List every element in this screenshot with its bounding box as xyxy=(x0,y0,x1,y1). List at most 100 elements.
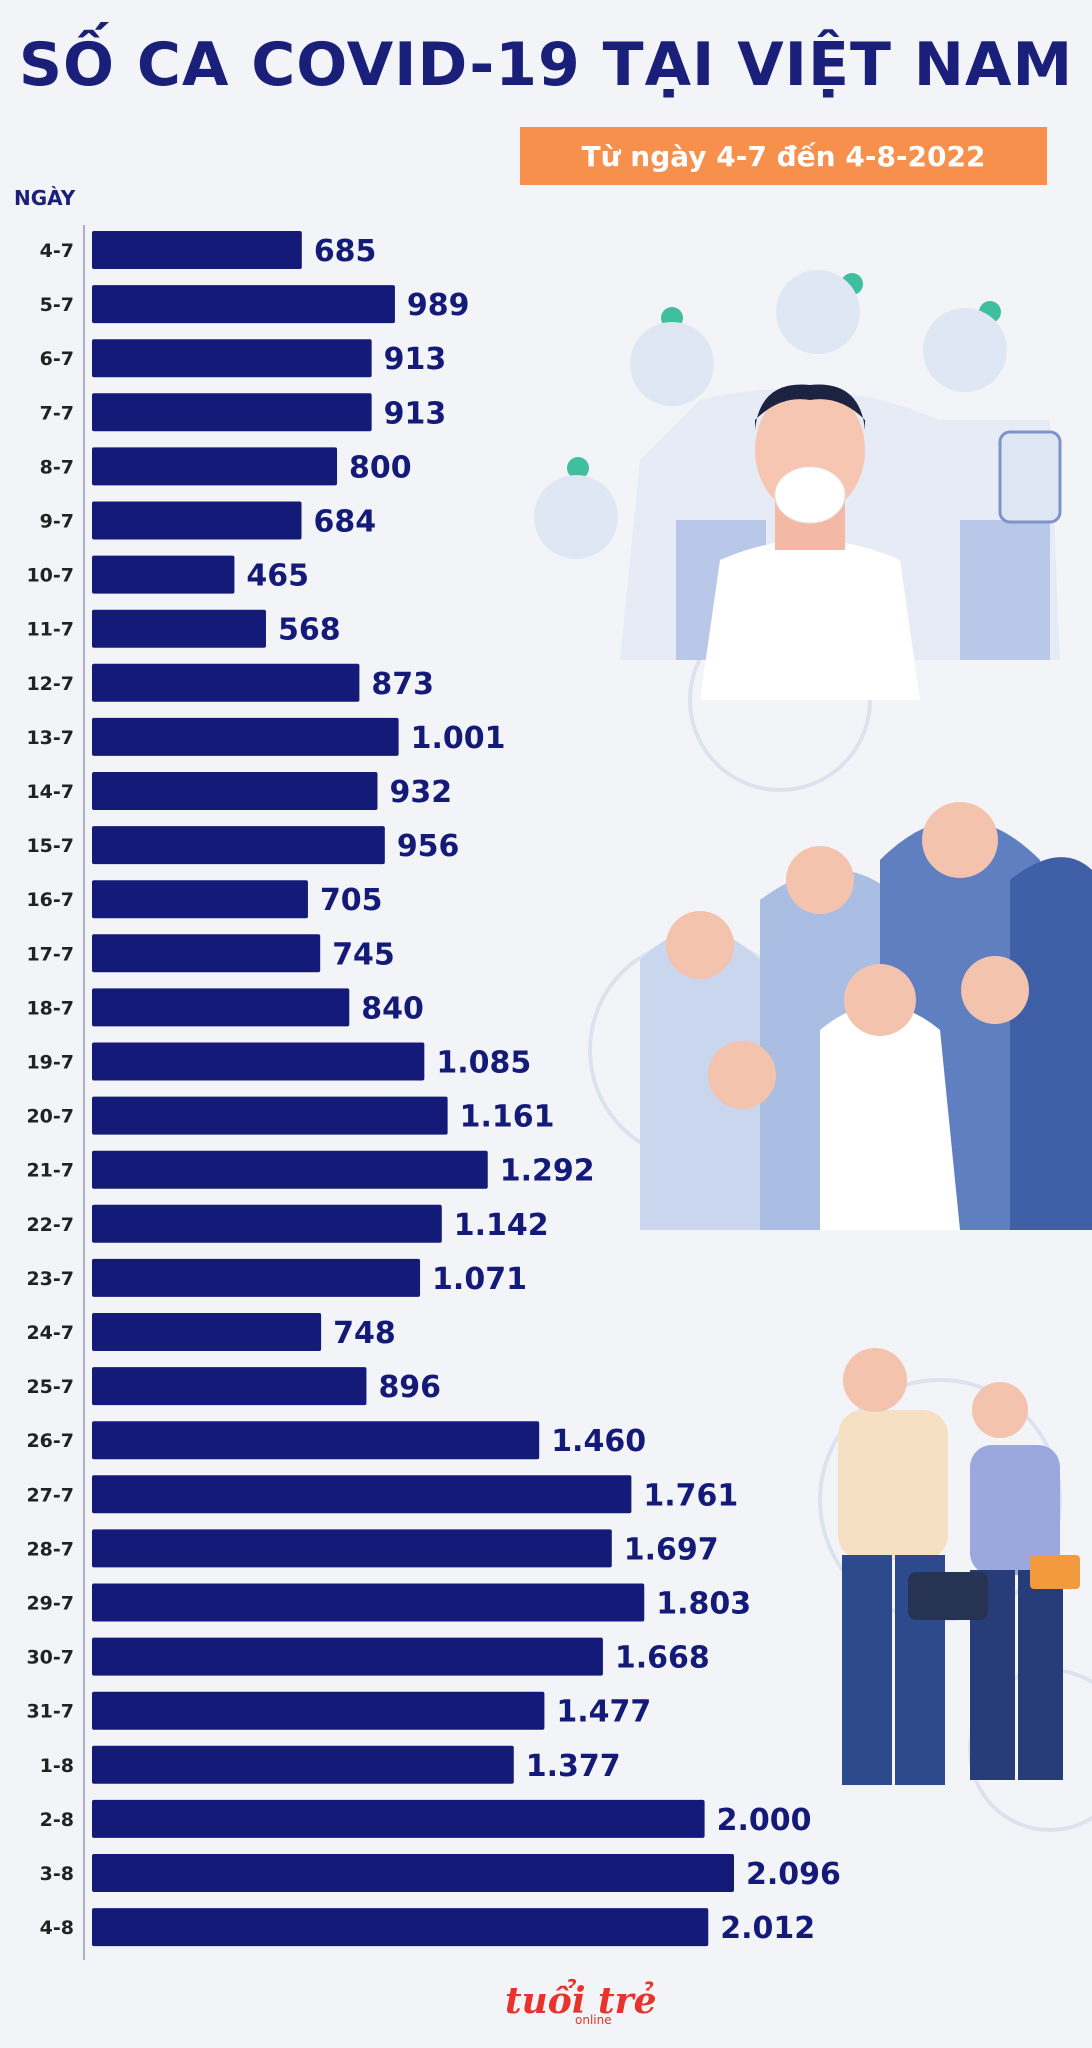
bar xyxy=(92,1637,603,1676)
bar xyxy=(92,772,378,810)
bar xyxy=(92,1258,421,1297)
category-label: 7-7 xyxy=(40,402,74,424)
category-label: 15-7 xyxy=(26,835,74,857)
category-label: 26-7 xyxy=(26,1430,74,1452)
bar xyxy=(92,555,235,594)
bar xyxy=(92,501,302,540)
category-label: 9-7 xyxy=(40,511,74,533)
bar xyxy=(92,717,399,756)
value-label: 800 xyxy=(349,450,412,485)
category-label: 22-7 xyxy=(26,1214,74,1236)
bar xyxy=(92,1583,645,1622)
value-label: 745 xyxy=(332,937,395,972)
value-label: 932 xyxy=(389,775,452,810)
value-label: 913 xyxy=(384,342,447,377)
avatar-icons xyxy=(534,270,1062,559)
value-label: 568 xyxy=(278,613,341,648)
value-label: 989 xyxy=(407,288,470,323)
category-label: 4-8 xyxy=(40,1917,74,1939)
bar xyxy=(92,880,308,919)
chart-title: SỐ CA COVID-19 TẠI VIỆT NAM xyxy=(18,30,1074,100)
category-label: 20-7 xyxy=(26,1106,74,1128)
bar xyxy=(92,1204,442,1243)
bar xyxy=(92,1529,612,1568)
crowd-illustration xyxy=(640,802,1092,1230)
category-label: 30-7 xyxy=(26,1647,74,1669)
value-label: 1.001 xyxy=(411,721,506,756)
category-label: 5-7 xyxy=(40,294,74,316)
value-label: 685 xyxy=(314,234,377,269)
category-label: 18-7 xyxy=(26,997,74,1019)
category-label: 25-7 xyxy=(26,1376,74,1398)
value-label: 873 xyxy=(371,667,434,702)
value-label: 2.096 xyxy=(746,1857,841,1892)
value-label: 1.477 xyxy=(556,1695,651,1730)
value-label: 1.085 xyxy=(436,1046,531,1081)
value-label: 913 xyxy=(384,396,447,431)
value-label: 1.803 xyxy=(656,1587,751,1622)
value-label: 1.761 xyxy=(643,1478,738,1513)
category-label: 29-7 xyxy=(26,1593,74,1615)
bar xyxy=(92,1475,632,1514)
date-range-label: Từ ngày 4-7 đến 4-8-2022 xyxy=(581,139,986,173)
category-label: 4-7 xyxy=(40,240,74,262)
value-label: 1.460 xyxy=(551,1424,646,1459)
bar xyxy=(92,988,350,1027)
tuoitre-logo: tuổi trẻ xyxy=(505,1980,657,2022)
bar xyxy=(92,1799,705,1838)
value-label: 705 xyxy=(320,883,383,918)
bar xyxy=(92,339,372,378)
bar xyxy=(92,1042,425,1081)
category-label: 12-7 xyxy=(26,673,74,695)
category-label: 1-8 xyxy=(40,1755,74,1777)
value-label: 1.142 xyxy=(454,1208,549,1243)
tuoitre-logo-sub: online xyxy=(575,2013,612,2027)
bar xyxy=(92,1150,488,1189)
value-label: 1.292 xyxy=(500,1154,595,1189)
category-label: 21-7 xyxy=(26,1160,74,1182)
value-label: 748 xyxy=(333,1316,396,1351)
bars: 4-7 685 5-7 989 6-7 913 7-7 913 8-7 800 9-7 684 10-7… xyxy=(26,231,841,1947)
bar xyxy=(92,1908,709,1947)
bar xyxy=(92,663,360,702)
bar xyxy=(92,1313,322,1351)
category-label: 6-7 xyxy=(40,348,74,370)
bar xyxy=(92,393,372,432)
value-label: 840 xyxy=(361,991,424,1026)
value-label: 684 xyxy=(314,505,377,540)
value-label: 2.012 xyxy=(720,1911,815,1946)
bar xyxy=(92,447,338,486)
value-label: 1.071 xyxy=(432,1262,527,1297)
category-label: 2-8 xyxy=(40,1809,74,1831)
bar xyxy=(92,1421,540,1460)
category-label: 14-7 xyxy=(26,781,74,803)
category-label: 17-7 xyxy=(26,943,74,965)
category-label: 28-7 xyxy=(26,1538,74,1560)
y-axis-label: NGÀY xyxy=(14,186,76,210)
value-label: 956 xyxy=(397,829,460,864)
category-label: 24-7 xyxy=(26,1322,74,1344)
bar xyxy=(92,1854,735,1892)
bar xyxy=(92,609,266,648)
value-label: 1.668 xyxy=(615,1641,710,1676)
category-label: 16-7 xyxy=(26,889,74,911)
bar xyxy=(92,826,385,865)
value-label: 1.377 xyxy=(526,1749,621,1784)
category-label: 3-8 xyxy=(40,1863,74,1885)
category-label: 13-7 xyxy=(26,727,74,749)
category-label: 31-7 xyxy=(26,1701,74,1723)
bar xyxy=(92,1096,448,1135)
value-label: 896 xyxy=(378,1370,441,1405)
bar xyxy=(92,231,302,269)
doctor-illustration xyxy=(620,384,1060,700)
value-label: 1.161 xyxy=(460,1100,555,1135)
value-label: 465 xyxy=(246,559,309,594)
couple-illustration xyxy=(838,1348,1080,1785)
category-label: 19-7 xyxy=(26,1052,74,1074)
bar xyxy=(92,934,321,973)
bar xyxy=(92,1745,514,1784)
date-range-banner: Từ ngày 4-7 đến 4-8-2022 xyxy=(520,127,1047,185)
value-label: 1.697 xyxy=(624,1532,719,1567)
